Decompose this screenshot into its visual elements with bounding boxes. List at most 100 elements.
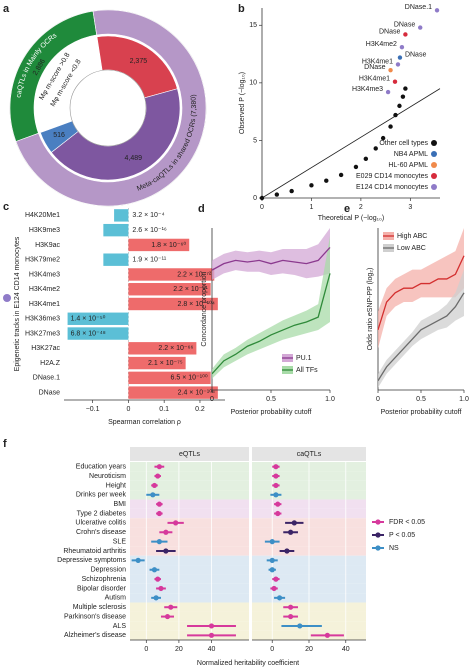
point: [156, 464, 162, 470]
point: [276, 595, 283, 601]
category-label: H3K27ac: [31, 345, 60, 352]
category-label: H3K9me3: [29, 227, 60, 234]
p-value-label: 2.2 × 10⁻⁷²: [177, 271, 212, 278]
facet-strip: [252, 447, 366, 461]
p-value-label: 2.6 × 10⁻¹⁶: [132, 227, 167, 234]
point: [168, 604, 174, 610]
legend-label: E124 CD14 monocytes: [356, 184, 428, 191]
point: [373, 146, 378, 151]
point: [156, 539, 162, 545]
bar: [128, 386, 218, 399]
x-tick-label: 0.1: [159, 406, 169, 413]
reference-line: [261, 88, 441, 199]
legend-marker: [431, 151, 437, 157]
p-value-label: 2.2 × 10⁻⁸¹: [173, 286, 208, 293]
bar: [128, 283, 211, 296]
panel-letter: c: [3, 201, 9, 213]
category-label: Schizophrenia: [82, 576, 126, 583]
point: [397, 103, 402, 109]
point: [163, 529, 169, 535]
legend-label: E029 CD14 monocytes: [356, 173, 428, 180]
legend-marker: [375, 532, 381, 538]
category-label: Height: [106, 482, 126, 489]
category-label: H4K20Me1: [25, 212, 60, 219]
category-label: Depressive symptoms: [57, 557, 126, 564]
point: [418, 25, 423, 30]
point-label: DNase: [394, 21, 416, 28]
x-tick-label: 20: [175, 646, 183, 653]
category-label: Drinks per week: [76, 492, 127, 499]
legend-label: NS: [389, 545, 399, 552]
x-tick-label: 0.5: [266, 396, 276, 403]
value-label: 4,489: [124, 155, 142, 162]
row-band: [130, 602, 249, 612]
x-tick-label: 0: [210, 396, 214, 403]
y-tick-label: 0: [253, 195, 257, 202]
x-tick-label: 2: [359, 204, 363, 211]
category-label: H3K9ac: [35, 242, 60, 249]
point: [297, 623, 303, 629]
point: [151, 482, 158, 489]
category-label: BMI: [114, 501, 127, 508]
point: [269, 539, 275, 545]
point: [269, 557, 275, 563]
point: [397, 55, 403, 60]
y-axis-label: Odds ratio eSNP-PP (log₂): [367, 268, 374, 351]
confidence-band: [378, 269, 464, 388]
point: [399, 44, 405, 50]
legend-label: P < 0.05: [389, 532, 415, 539]
point: [400, 94, 406, 99]
point: [259, 195, 265, 201]
row-band: [130, 471, 249, 481]
point: [309, 183, 314, 188]
x-tick-label: 0.5: [416, 396, 426, 403]
row-band: [130, 555, 249, 566]
line: [377, 292, 465, 382]
category-label: Bipolar disorder: [77, 585, 127, 592]
category-label: Multiple sclerosis: [73, 604, 127, 611]
point: [156, 510, 162, 517]
point: [273, 473, 279, 479]
y-tick-label: 10: [249, 80, 257, 87]
category-label: H3K4me1: [29, 301, 60, 308]
facet-strip: [130, 447, 249, 461]
point: [273, 464, 279, 470]
facet-title: caQTLs: [297, 451, 322, 458]
category-label: Parkinson's disease: [64, 613, 126, 620]
point: [284, 548, 290, 554]
legend-label: All TFs: [296, 367, 318, 374]
point: [135, 557, 141, 563]
p-value-label: 2.2 × 10⁻⁶⁶: [158, 345, 193, 352]
legend-marker: [431, 140, 437, 146]
point-label: H3K4me3: [352, 86, 383, 93]
point: [380, 135, 386, 141]
point: [271, 585, 277, 592]
point: [275, 501, 281, 507]
row-band: [130, 462, 249, 472]
value-label: 516: [53, 132, 65, 139]
point: [403, 86, 408, 91]
point-label: H3K4me2: [366, 41, 397, 48]
x-tick-label: 40: [208, 646, 216, 653]
category-label: H3K4me2: [29, 286, 60, 293]
line: [211, 247, 331, 271]
legend-label: Low ABC: [397, 245, 426, 252]
point: [353, 164, 359, 170]
outer-segment: [15, 9, 207, 207]
point: [208, 632, 215, 638]
bar: [103, 223, 129, 237]
x-tick-label: 1: [309, 204, 313, 211]
row-band: [130, 508, 249, 519]
category-label: Alzheimer's disease: [64, 632, 126, 639]
legend-marker: [431, 173, 437, 179]
category-label: Depression: [91, 567, 127, 574]
panel-letter: d: [198, 203, 205, 215]
bar: [128, 342, 197, 355]
category-label: Type 2 diabetes: [77, 510, 127, 517]
legend-marker: [431, 184, 437, 190]
category-label: DNase: [39, 389, 61, 396]
point: [273, 482, 279, 489]
x-tick-label: 1.0: [459, 396, 469, 403]
x-axis-label: Posterior probability cutoff: [231, 409, 312, 416]
row-band: [130, 536, 249, 547]
